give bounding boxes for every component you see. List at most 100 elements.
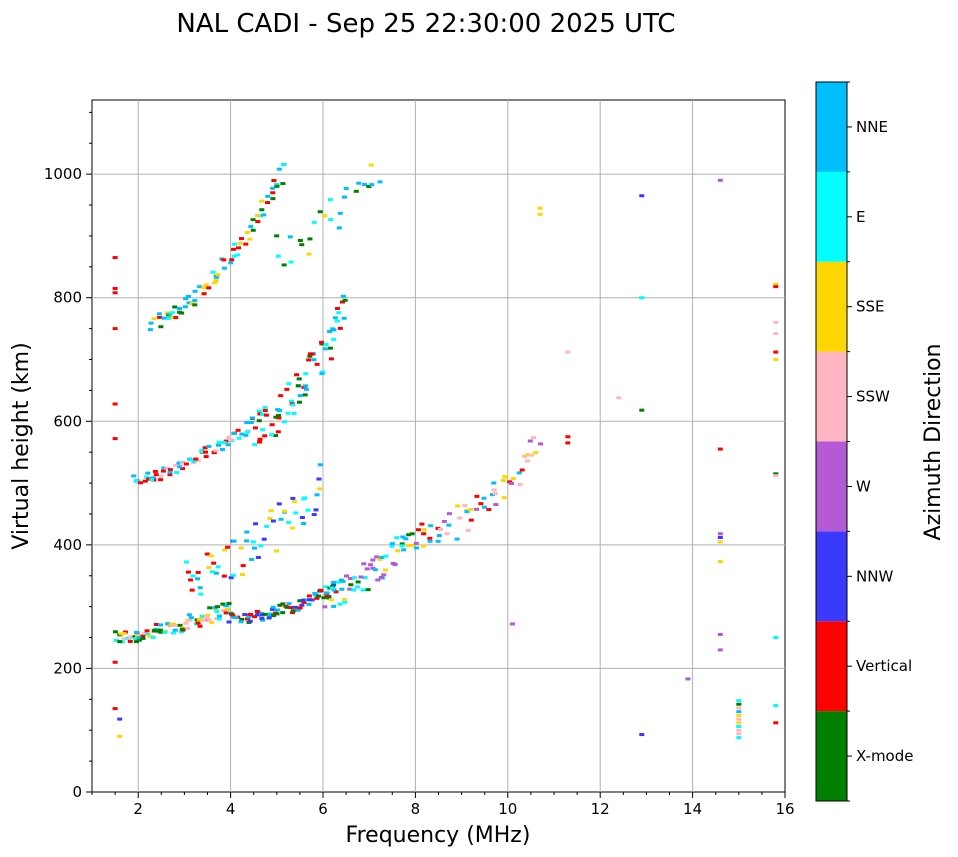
data-point [258, 214, 264, 218]
data-point [112, 437, 118, 441]
data-point [132, 637, 138, 641]
data-point [268, 612, 274, 616]
data-point [189, 302, 195, 306]
data-point [522, 454, 528, 458]
data-point [180, 467, 186, 471]
data-point [207, 606, 213, 610]
data-point [145, 471, 151, 475]
data-point [258, 544, 264, 548]
data-point [273, 415, 279, 419]
data-point [413, 541, 419, 545]
data-point [158, 325, 164, 329]
data-point [274, 612, 280, 616]
data-point [211, 561, 217, 565]
data-point [265, 194, 271, 198]
colorbar-category-label: X-mode [856, 747, 913, 765]
data-point [353, 189, 359, 193]
data-point [639, 408, 645, 412]
data-point [243, 242, 249, 246]
data-point [133, 640, 139, 644]
data-point [318, 589, 324, 593]
colorbar-category-label: W [856, 477, 871, 495]
data-point [203, 455, 209, 459]
data-point [127, 635, 133, 639]
data-point [468, 518, 474, 522]
data-point [269, 607, 275, 611]
data-point [167, 470, 173, 474]
data-point [639, 194, 645, 198]
data-point [237, 241, 243, 245]
data-point [326, 596, 332, 600]
data-point [180, 627, 186, 631]
data-point [717, 648, 723, 652]
data-point [193, 457, 199, 461]
x-tick-label: 16 [775, 800, 794, 818]
data-point [153, 622, 159, 626]
data-point [281, 509, 287, 513]
data-point [399, 544, 405, 548]
data-point [215, 273, 221, 277]
colorbar-category-label: SSW [856, 388, 890, 406]
data-point [112, 327, 118, 331]
data-point [257, 437, 263, 441]
data-point [230, 573, 236, 577]
data-point [150, 476, 156, 480]
data-point [491, 488, 497, 492]
data-point [361, 562, 367, 566]
data-point [314, 596, 320, 600]
data-point [166, 316, 172, 320]
data-point [286, 382, 292, 386]
x-axis-label: Frequency (MHz) [346, 823, 531, 848]
data-point [322, 347, 328, 351]
data-point [177, 465, 183, 469]
data-point [265, 201, 271, 205]
data-point [275, 414, 281, 418]
data-point [414, 546, 420, 550]
data-point [773, 285, 779, 289]
data-point [342, 298, 348, 302]
data-point [271, 614, 277, 618]
x-tick-label: 8 [411, 800, 421, 818]
data-point [167, 468, 173, 472]
data-point [306, 598, 312, 602]
data-point [211, 451, 217, 455]
data-point [195, 570, 201, 574]
data-point [248, 225, 254, 229]
data-point [247, 612, 253, 616]
data-point [375, 578, 381, 582]
data-point [236, 436, 242, 440]
data-point [276, 167, 282, 171]
data-point [493, 503, 499, 507]
data-point [229, 258, 235, 262]
data-point [213, 449, 219, 453]
data-point [525, 453, 531, 457]
data-point [343, 187, 349, 191]
data-point [507, 480, 513, 484]
data-point [410, 543, 416, 547]
data-point [226, 601, 232, 605]
data-point [214, 617, 220, 621]
colorbar-segment [816, 441, 847, 532]
data-point [216, 614, 222, 618]
data-point [736, 732, 742, 736]
data-point [203, 450, 209, 454]
data-point [186, 613, 192, 617]
data-point [372, 568, 378, 572]
data-point [143, 475, 149, 479]
data-point [239, 237, 245, 241]
data-point [341, 316, 347, 320]
data-point [281, 163, 287, 167]
data-point [112, 256, 118, 260]
data-point [180, 461, 186, 465]
x-tick-label: 4 [226, 800, 236, 818]
data-point [197, 586, 203, 590]
data-point [286, 520, 292, 524]
data-point [369, 183, 375, 187]
data-point [225, 443, 231, 447]
data-point [290, 611, 296, 615]
data-point [228, 576, 234, 580]
data-point [212, 606, 218, 610]
data-point [465, 528, 471, 532]
data-point [428, 524, 434, 528]
data-point [342, 600, 348, 604]
